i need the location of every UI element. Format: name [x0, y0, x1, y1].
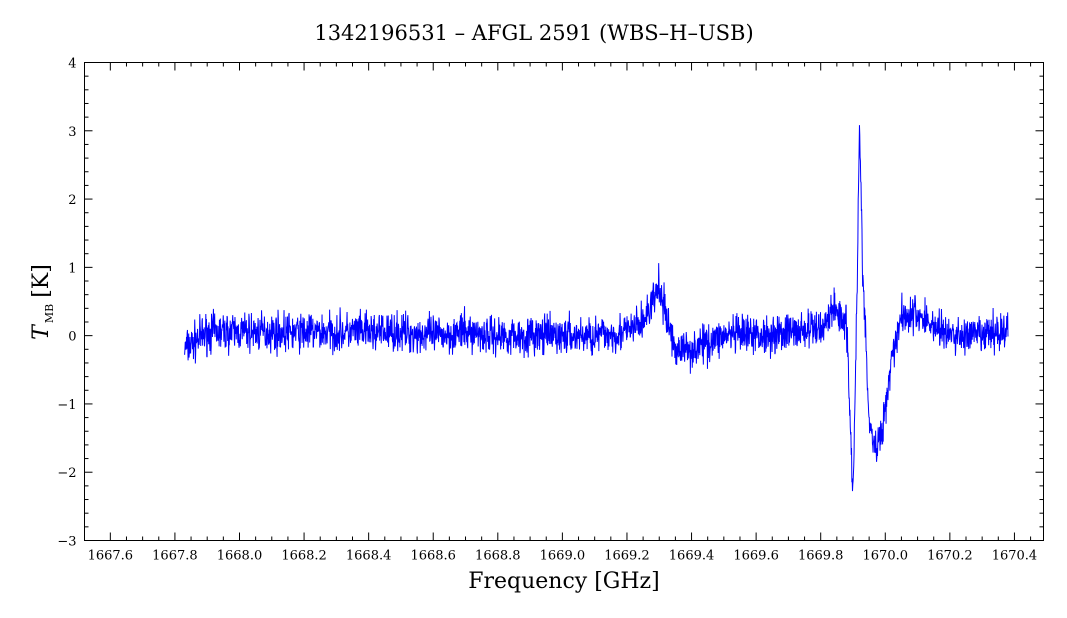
- plot-frame: [84, 62, 1044, 541]
- y-tick-label: 1: [68, 261, 76, 276]
- x-tick-label: 1667.8: [152, 549, 198, 564]
- y-axis-label: TMB [K]: [29, 264, 56, 340]
- x-tick-label: 1670.2: [927, 549, 973, 564]
- x-ticks: 1667.6 1667.8 1668.0 1668.2 1668.4 1668.6 1668…: [88, 62, 1038, 564]
- x-tick-label: 1668.6: [410, 549, 456, 564]
- x-tick-label: 1668.0: [217, 549, 263, 564]
- x-tick-label: 1669.8: [798, 549, 844, 564]
- x-tick-label: 1670.0: [863, 549, 909, 564]
- y-tick-label: 0: [68, 330, 76, 345]
- y-tick-label: −3: [57, 535, 76, 550]
- x-tick-label: 1668.4: [346, 549, 392, 564]
- x-tick-label: 1669.6: [733, 549, 779, 564]
- svg-text:TMB[K]: TMB [K]: [29, 264, 56, 340]
- chart-title: 1342196531 – AFGL 2591 (WBS–H–USB): [314, 21, 753, 45]
- y-axis-label-main: T: [29, 323, 54, 340]
- y-tick-label: 2: [68, 193, 76, 208]
- y-tick-label: 3: [68, 125, 76, 140]
- plot-area: [184, 125, 1009, 492]
- x-tick-label: 1668.2: [281, 549, 327, 564]
- x-tick-label: 1669.2: [604, 549, 650, 564]
- x-tick-label: 1670.4: [992, 549, 1038, 564]
- x-tick-label: 1668.8: [475, 549, 521, 564]
- y-tick-label: 4: [68, 57, 76, 72]
- x-tick-label: 1669.0: [540, 549, 586, 564]
- spectrum-line: [184, 125, 1009, 492]
- y-axis-label-unit: [K]: [29, 264, 54, 298]
- y-tick-label: −2: [57, 466, 76, 481]
- y-ticks: −3 −2 −1 0 1 2 3 4: [57, 57, 1044, 550]
- x-tick-label: 1669.4: [669, 549, 715, 564]
- y-tick-label: −1: [57, 398, 76, 413]
- y-axis-label-sub: MB: [43, 304, 56, 323]
- x-axis-label: Frequency [GHz]: [468, 569, 660, 594]
- x-tick-label: 1667.6: [88, 549, 134, 564]
